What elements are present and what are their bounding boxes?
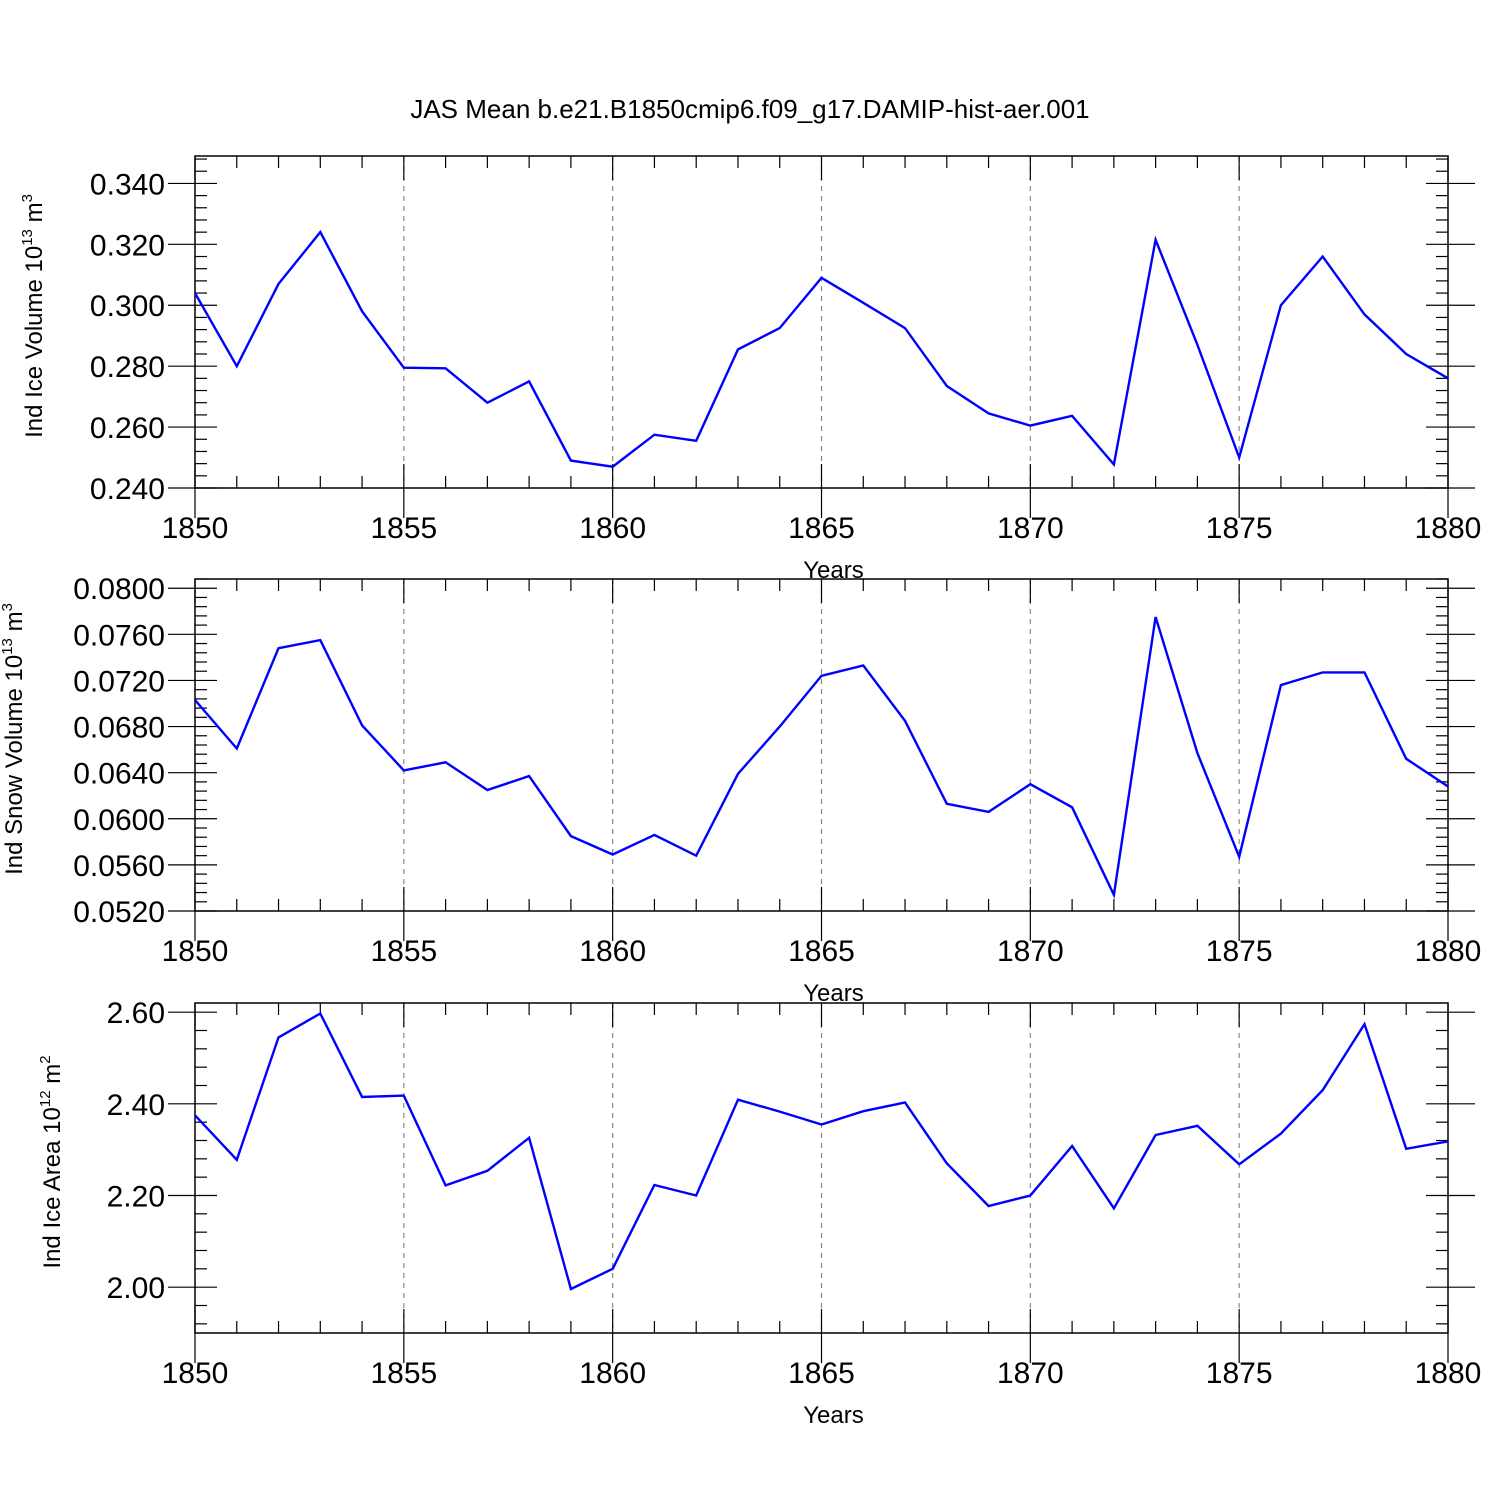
figure-title: JAS Mean b.e21.B1850cmip6.f09_g17.DAMIP-… <box>410 94 1089 124</box>
y-axis-label-main: Ind Snow Volume 10 <box>1 655 28 875</box>
x-tick-label: 1870 <box>997 512 1064 545</box>
x-tick-label: 1880 <box>1415 1357 1482 1390</box>
x-tick-label: 1880 <box>1415 935 1482 968</box>
y-tick-label: 0.0600 <box>73 804 165 837</box>
x-tick-label: 1870 <box>997 1357 1064 1390</box>
y-tick-label: 0.340 <box>90 168 165 201</box>
x-tick-label: 1855 <box>370 1357 437 1390</box>
panel-1: 0.240 0.260 0.280 0.300 0.320 0.340 1850 1855 18… <box>19 155 1482 584</box>
panel-3: 2.00 2.20 2.40 2.60 1850 1855 1860 1865 1870 1875… <box>37 997 1481 1429</box>
x-axis-label: Years <box>803 1402 864 1429</box>
x-tick-label: 1855 <box>370 935 437 968</box>
series-line <box>194 1011 1449 1291</box>
y-tick-label: 0.320 <box>90 229 165 262</box>
y-tick-label: 0.0760 <box>73 619 165 652</box>
y-tick-label: 2.40 <box>107 1089 165 1122</box>
panel-2: 0.0520 0.0560 0.0600 0.0640 0.0680 0.0720 0.07… <box>0 573 1481 1007</box>
y-axis-label-unit: m <box>39 1064 66 1091</box>
y-axis-label-unit: m <box>1 611 28 638</box>
y-axis-label-exponent: 13 <box>19 229 36 246</box>
y-tick-label: 0.260 <box>90 412 165 445</box>
x-tick-label: 1875 <box>1206 1357 1273 1390</box>
y-tick-label: 0.300 <box>90 290 165 323</box>
series-line <box>193 229 1449 468</box>
y-axis-label: Ind Ice Area 1012 m2 <box>37 1055 66 1268</box>
x-tick-label: 1855 <box>370 512 437 545</box>
y-axis-label-main: Ind Ice Volume 10 <box>21 246 48 438</box>
x-tick-label: 1860 <box>579 1357 646 1390</box>
y-axis-label-unit: m <box>21 202 48 229</box>
y-axis-label-main: Ind Ice Area 10 <box>39 1107 66 1268</box>
x-tick-label: 1880 <box>1415 512 1482 545</box>
x-tick-label: 1865 <box>788 935 855 968</box>
y-tick-label: 0.280 <box>90 351 165 384</box>
y-axis-label: Ind Snow Volume 1013 m3 <box>0 603 28 875</box>
y-tick-label: 2.60 <box>107 997 165 1030</box>
y-tick-label: 0.0520 <box>73 896 165 929</box>
y-axis-label-exponent: 12 <box>37 1090 54 1107</box>
x-tick-label: 1870 <box>997 935 1064 968</box>
x-tick-label: 1860 <box>579 512 646 545</box>
x-tick-label: 1875 <box>1206 512 1273 545</box>
x-tick-label: 1860 <box>579 935 646 968</box>
x-tick-label: 1865 <box>788 1357 855 1390</box>
y-tick-label: 0.0680 <box>73 712 165 745</box>
x-tick-label: 1865 <box>788 512 855 545</box>
y-tick-label: 0.240 <box>90 473 165 506</box>
x-tick-label: 1850 <box>162 1357 229 1390</box>
x-axis-label: Years <box>803 557 864 584</box>
y-tick-label: 2.20 <box>107 1181 165 1214</box>
y-axis-label-unit-exponent: 2 <box>37 1055 54 1063</box>
y-axis-label-unit-exponent: 3 <box>0 603 16 611</box>
y-tick-label: 0.0640 <box>73 758 165 791</box>
series-line <box>194 616 1449 899</box>
x-tick-label: 1850 <box>162 512 229 545</box>
x-tick-label: 1850 <box>162 935 229 968</box>
y-tick-label: 0.0560 <box>73 850 165 883</box>
y-axis-label-exponent: 13 <box>0 638 16 655</box>
y-tick-label: 2.00 <box>107 1272 165 1305</box>
x-tick-label: 1875 <box>1206 935 1273 968</box>
y-tick-label: 0.0720 <box>73 665 165 698</box>
y-axis-label: Ind Ice Volume 1013 m3 <box>19 194 48 438</box>
y-tick-label: 0.0800 <box>73 573 165 606</box>
y-axis-label-unit-exponent: 3 <box>19 194 36 202</box>
